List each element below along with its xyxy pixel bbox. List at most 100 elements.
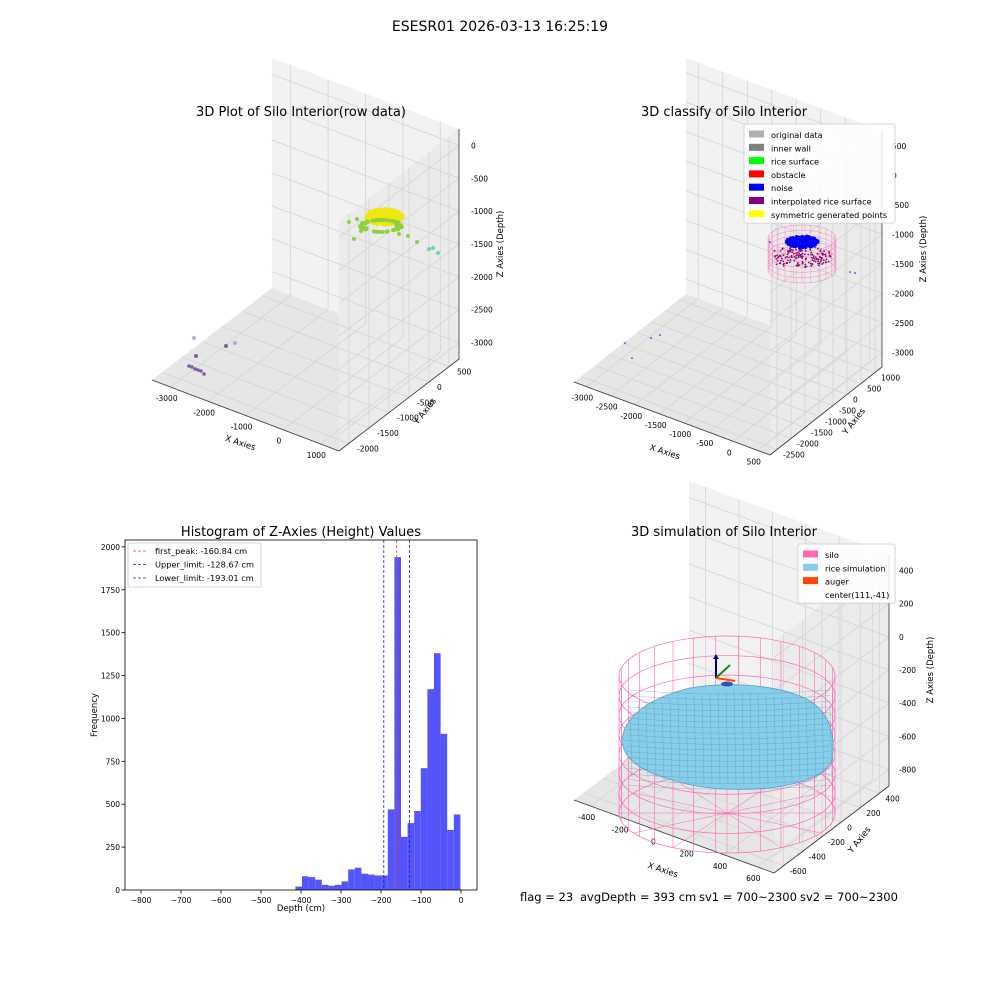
data-point bbox=[816, 247, 819, 250]
histogram-bar bbox=[368, 874, 375, 890]
z-tick-label: -1500 bbox=[471, 240, 493, 249]
data-point bbox=[359, 229, 363, 233]
grid-line-y bbox=[580, 376, 778, 450]
chart-title: 3D classify of Silo Interior bbox=[641, 105, 808, 120]
rice-mesh-line bbox=[628, 785, 831, 790]
data-point bbox=[196, 368, 200, 372]
histogram-bar bbox=[427, 689, 434, 890]
legend-swatch bbox=[803, 577, 818, 585]
data-point bbox=[776, 259, 779, 262]
grid-line-y bbox=[181, 356, 370, 429]
grid-line-y bbox=[664, 310, 862, 384]
histogram-bar bbox=[374, 875, 382, 890]
x-tick-label: −400 bbox=[291, 896, 312, 905]
grid-line-x bbox=[635, 316, 748, 406]
data-point bbox=[825, 258, 828, 261]
z-tick-label: -500 bbox=[471, 174, 488, 183]
data-point bbox=[828, 252, 831, 255]
x-tick-label: -500 bbox=[696, 439, 713, 448]
data-point bbox=[809, 262, 812, 265]
data-point bbox=[822, 259, 825, 262]
data-point bbox=[813, 257, 816, 260]
histogram-bar bbox=[414, 811, 421, 890]
grid-line-x bbox=[757, 779, 873, 868]
grid-line-y bbox=[636, 332, 834, 406]
chart-title: 3D simulation of Silo Interior bbox=[631, 525, 818, 540]
legend-swatch bbox=[749, 170, 764, 178]
y-tick-label: 500 bbox=[457, 368, 472, 377]
x-tick-label: -200 bbox=[611, 825, 628, 834]
grid-line-x bbox=[659, 325, 772, 415]
z-tick-label: -200 bbox=[899, 666, 916, 675]
z-tick-label: 0 bbox=[899, 633, 904, 642]
data-point bbox=[362, 227, 367, 232]
data-point bbox=[659, 334, 661, 336]
data-point bbox=[810, 251, 813, 254]
data-point bbox=[807, 236, 811, 240]
grid-line-y bbox=[583, 792, 784, 867]
data-point bbox=[792, 249, 794, 251]
data-point bbox=[370, 218, 375, 223]
legend-label: obstacle bbox=[771, 170, 806, 180]
z-tick-label: -3000 bbox=[471, 339, 493, 348]
panel-depth-histogram: −800 −700 −600 −500 −400 −300 −200 −100 0 0 250 500… bbox=[90, 525, 478, 914]
data-point bbox=[224, 344, 228, 348]
y-tick-label: 0 bbox=[847, 823, 852, 832]
data-point bbox=[784, 256, 787, 259]
data-point bbox=[399, 215, 404, 220]
rice-mesh-line bbox=[645, 703, 649, 779]
data-point bbox=[811, 263, 814, 266]
data-point bbox=[370, 215, 375, 220]
data-point bbox=[778, 255, 780, 258]
grid-line-x bbox=[723, 767, 840, 856]
data-point bbox=[781, 248, 784, 251]
y-tick-label: -1500 bbox=[811, 429, 833, 438]
auger-y-arrow bbox=[715, 664, 731, 679]
histogram-bar bbox=[295, 886, 302, 890]
data-point bbox=[777, 256, 779, 259]
histogram-bar bbox=[407, 823, 415, 890]
rice-mesh-line bbox=[725, 691, 729, 785]
x-tick-label: -2500 bbox=[596, 403, 618, 412]
y-tick-label: -1000 bbox=[825, 418, 847, 427]
rice-mesh-line bbox=[628, 701, 831, 706]
data-point bbox=[811, 237, 816, 241]
histogram-bar bbox=[328, 885, 335, 890]
data-point bbox=[377, 208, 382, 213]
x-tick-label: -2000 bbox=[193, 408, 215, 417]
data-point bbox=[786, 250, 789, 252]
y-tick-label: -1500 bbox=[377, 429, 399, 438]
data-point bbox=[431, 246, 435, 250]
data-point bbox=[797, 251, 799, 254]
legend-label: original data bbox=[771, 130, 823, 140]
z-tick-label: -800 bbox=[899, 765, 916, 774]
grid-line-y bbox=[678, 299, 876, 373]
z-tick-label: -500 bbox=[892, 201, 909, 210]
legend-swatch bbox=[749, 130, 764, 138]
data-point bbox=[427, 247, 431, 251]
x-axis-label: X Axies bbox=[224, 434, 257, 453]
rice-mesh-line bbox=[627, 706, 831, 711]
data-point bbox=[799, 250, 802, 252]
data-point bbox=[797, 256, 800, 259]
legend-label: auger bbox=[825, 577, 849, 587]
data-point bbox=[650, 337, 652, 339]
rice-mesh-line bbox=[797, 699, 801, 781]
legend-label: silo bbox=[825, 550, 839, 560]
data-point bbox=[820, 258, 823, 261]
x-tick-label: -1500 bbox=[645, 421, 667, 430]
data-point bbox=[817, 258, 820, 261]
rice-mesh-line bbox=[626, 757, 831, 762]
data-point bbox=[815, 239, 819, 243]
x-tick-label: 200 bbox=[680, 850, 695, 859]
z-tick-label: -3000 bbox=[892, 348, 914, 357]
x-tick-label: 400 bbox=[713, 862, 728, 871]
data-point bbox=[202, 372, 206, 376]
data-point bbox=[368, 212, 373, 217]
data-point bbox=[789, 247, 791, 250]
data-point bbox=[796, 253, 799, 256]
data-point bbox=[392, 210, 397, 215]
histogram-bar bbox=[394, 557, 401, 890]
data-point bbox=[821, 252, 823, 255]
data-point bbox=[392, 227, 396, 232]
